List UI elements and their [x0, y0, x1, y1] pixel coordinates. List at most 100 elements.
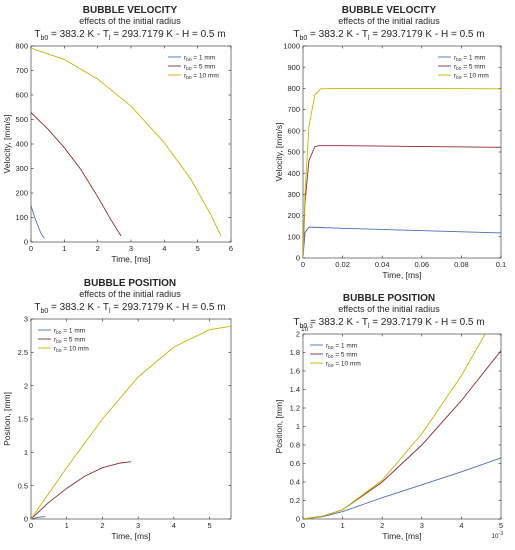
y-tick-label: 0.8 — [290, 441, 300, 450]
legend-subscript: b0 — [56, 330, 62, 336]
x-tick-label: 2 — [100, 521, 104, 530]
y-tick-label: 500 — [15, 115, 28, 124]
legend-entry: rb0 = 5 mm — [454, 63, 485, 72]
y-tick-label: 800 — [287, 84, 300, 93]
x-axis-label: Time, [ms] — [111, 531, 150, 541]
legend-subscript: b0 — [328, 363, 334, 369]
y-tick-label: 900 — [287, 63, 300, 72]
legend-label: = 10 mm — [334, 360, 361, 367]
y-tick-label: 2 — [24, 381, 28, 390]
legend-symbol: r — [454, 63, 457, 70]
x-tick-label: 0 — [301, 260, 305, 269]
x-tick-label: 4 — [459, 521, 463, 530]
legend-subscript: b0 — [186, 66, 192, 72]
y-axis-exponent: 10-3 — [301, 324, 313, 333]
legend-symbol: r — [184, 72, 187, 79]
legend-symbol: r — [454, 54, 457, 61]
y-tick-label: 200 — [287, 211, 300, 220]
legend-label: = 1 mm — [62, 327, 86, 334]
legend-box — [34, 322, 98, 355]
x-tick-label: 3 — [136, 521, 140, 530]
legend-symbol: r — [326, 342, 329, 349]
chart-subtitle: effects of the initial radius — [338, 304, 440, 314]
x-tick-label: 0.1 — [496, 260, 506, 269]
y-tick-label: 1.4 — [290, 385, 300, 394]
conditions-text: = 383.2 K - T — [307, 317, 368, 328]
x-axis-label: Time, [ms] — [111, 254, 150, 264]
legend-entry: rb0 = 10 mm — [54, 345, 89, 354]
y-tick-label: 0.6 — [290, 459, 300, 468]
legend-subscript: b0 — [456, 75, 462, 81]
chart-subtitle: effects of the initial radius — [79, 289, 181, 299]
conditions-text: = 293.7179 K - H = 0.5 m — [370, 29, 485, 40]
exponent-power: -3 — [308, 324, 313, 330]
series-line-3 — [303, 87, 501, 258]
legend-label: = 1 mm — [462, 54, 486, 61]
chart-title: BUBBLE POSITION — [343, 293, 435, 304]
legend-entry: rb0 = 10 mm — [326, 360, 361, 369]
legend-entry: rb0 = 10 mm — [454, 72, 489, 81]
y-tick-label: 2 — [296, 330, 300, 339]
legend-label: = 10 mm — [62, 345, 89, 352]
conditions-subscript: l — [109, 35, 111, 42]
legend-subscript: b0 — [328, 345, 334, 351]
y-tick-label: 600 — [15, 91, 28, 100]
y-tick-label: 0.5 — [18, 481, 28, 490]
series-line-1 — [303, 226, 501, 258]
y-tick-label: 700 — [287, 105, 300, 114]
legend-symbol: r — [184, 54, 187, 61]
x-tick-label: 4 — [172, 521, 176, 530]
conditions-subscript: b0 — [40, 35, 48, 42]
y-tick-label: 0 — [24, 515, 28, 524]
conditions-text: = 293.7179 K - H = 0.5 m — [111, 29, 226, 40]
legend-entry: rb0 = 1 mm — [184, 54, 215, 63]
x-tick-label: 3 — [420, 521, 424, 530]
plot-area — [302, 45, 502, 259]
y-tick-label: 0.4 — [290, 478, 300, 487]
x-tick-label: 5 — [207, 521, 211, 530]
y-axis-label: Position, [mm] — [2, 392, 12, 446]
x-tick-label: 0.02 — [335, 260, 350, 269]
conditions-text: T — [34, 29, 40, 40]
conditions-text: = 383.2 K - T — [307, 29, 368, 40]
chart-title: BUBBLE VELOCITY — [83, 5, 178, 16]
x-tick-label: 0 — [29, 521, 33, 530]
chart-title: BUBBLE VELOCITY — [342, 5, 437, 16]
series-line-1 — [31, 516, 46, 519]
chart-conditions: Tb0 = 383.2 K - Tl = 293.7179 K - H = 0.… — [293, 317, 484, 330]
y-tick-label: 2.5 — [18, 348, 28, 357]
chart-conditions: Tb0 = 383.2 K - Tl = 293.7179 K - H = 0.… — [34, 29, 225, 42]
y-tick-label: 3 — [24, 315, 28, 324]
legend-label: = 1 mm — [334, 342, 358, 349]
legend-label: = 5 mm — [462, 63, 486, 70]
x-axis-exponent: 10-3 — [491, 531, 503, 540]
series-line-3 — [31, 48, 222, 237]
chart-subtitle: effects of the initial radius — [79, 16, 181, 26]
x-tick-label: 2 — [380, 521, 384, 530]
chart-conditions: Tb0 = 383.2 K - Tl = 293.7179 K - H = 0.… — [293, 29, 484, 42]
y-tick-label: 1 — [296, 422, 300, 431]
y-tick-label: 1 — [24, 448, 28, 457]
series-line-2 — [303, 145, 501, 258]
legend-symbol: r — [54, 345, 57, 352]
legend-label: = 1 mm — [192, 54, 216, 61]
legend-box — [164, 49, 228, 82]
x-tick-label: 1 — [65, 521, 69, 530]
y-tick-label: 600 — [287, 126, 300, 135]
x-tick-label: 5 — [499, 521, 503, 530]
x-tick-label: 6 — [229, 244, 233, 253]
legend-subscript: b0 — [56, 348, 62, 354]
series-line-3 — [303, 334, 486, 519]
legend-entry: rb0 = 5 mm — [54, 336, 85, 345]
legend-symbol: r — [54, 327, 57, 334]
y-tick-label: 1000 — [283, 42, 300, 51]
y-axis-label: Velocity, [mm/s] — [2, 115, 12, 174]
legend-entry: rb0 = 10 mm — [184, 72, 219, 81]
x-tick-label: 0.08 — [454, 260, 469, 269]
conditions-subscript: b0 — [299, 323, 307, 330]
